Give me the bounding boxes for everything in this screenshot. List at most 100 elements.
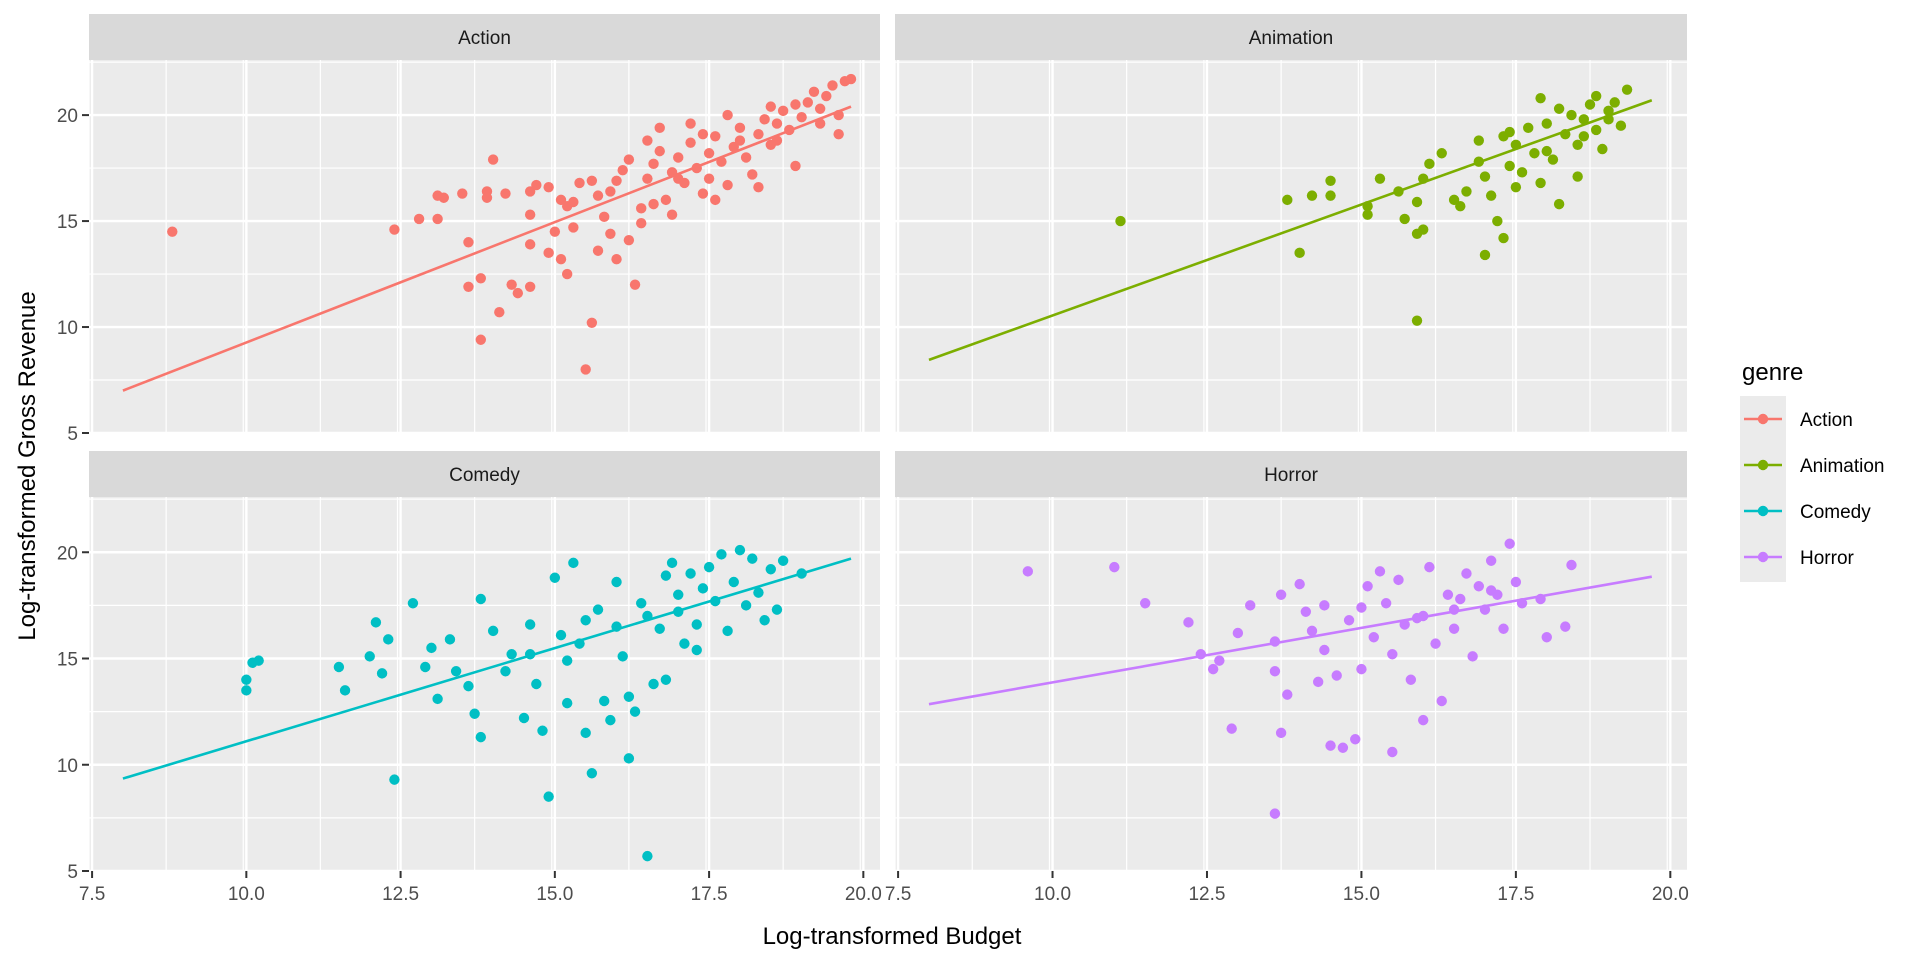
data-point [1553,103,1565,114]
data-point [407,598,419,609]
data-point [1374,566,1386,577]
data-point [1461,568,1472,579]
data-point [1325,190,1336,201]
data-point [524,619,536,630]
x-tick-label: 15.0 [1343,884,1380,905]
data-point [636,203,647,214]
facet-strip-label: Comedy [449,465,520,486]
data-point [1022,566,1034,577]
data-point [432,213,443,225]
data-point [1485,555,1497,566]
data-point [586,768,598,779]
data-point [1282,689,1293,700]
data-point [623,753,635,764]
data-point [666,209,678,220]
data-point [1306,625,1318,637]
data-point [389,224,400,235]
data-point [1269,666,1281,677]
legend-key-point [1757,551,1769,563]
data-point [716,549,727,560]
data-point [660,570,672,581]
data-point [1547,154,1559,165]
data-point [623,691,635,702]
legend-title: genre [1742,359,1803,386]
data-point [1504,538,1515,549]
data-point [241,685,252,696]
data-point [771,118,783,129]
data-point [598,211,610,223]
data-point [481,192,493,203]
x-tick-label: 17.5 [691,884,728,905]
data-point [740,152,752,163]
data-point [469,708,480,719]
data-point [740,600,752,611]
x-axis-title: Log-transformed Budget [763,923,1022,950]
x-tick-label: 15.0 [536,884,573,905]
data-point [660,674,672,685]
data-point [592,190,604,201]
data-point [623,234,635,246]
data-point [1368,632,1379,643]
data-point [1541,632,1552,643]
data-point [506,649,517,660]
data-point [1529,148,1540,159]
y-tick-label: 20 [57,543,78,564]
panel-background [895,497,1687,871]
data-point [1269,808,1281,819]
data-point [1603,105,1614,117]
data-point [568,557,579,569]
data-point [592,245,604,256]
data-point [642,135,653,146]
x-tick-label: 10.0 [1034,884,1071,905]
data-point [561,655,573,666]
data-point [648,198,659,210]
data-point [1275,727,1287,739]
data-point [241,674,252,685]
data-point [1374,173,1386,184]
data-point [598,695,610,707]
y-tick-label: 5 [67,424,78,445]
regression-line [928,575,1653,706]
data-point [845,73,857,85]
data-point [728,576,739,588]
data-point [605,228,616,239]
data-point [1115,215,1126,227]
x-tick-label: 7.5 [79,884,105,905]
data-point [710,194,721,206]
data-point [1319,600,1330,611]
data-point [1424,561,1435,573]
data-point [531,678,542,690]
data-point [457,188,468,199]
facet-strip-label: Horror [1264,465,1319,486]
data-point [685,568,696,579]
data-point [463,680,474,692]
y-tick-label: 10 [57,756,78,777]
data-point [1461,186,1472,197]
data-point [808,86,820,97]
data-point [1319,644,1330,656]
legend-item-horror: Horror [1744,548,1855,569]
data-point [432,693,443,705]
data-point [487,625,499,637]
data-point [420,661,431,673]
data-point [586,175,598,187]
legend-item-animation: Animation [1744,456,1885,477]
data-point [1560,621,1571,632]
data-point [543,247,554,259]
data-point [685,118,696,129]
data-point [580,615,591,626]
data-point [512,287,524,299]
data-point [611,576,622,588]
data-point [1479,171,1491,182]
data-point [1535,177,1546,189]
data-point [1498,623,1509,634]
data-point [666,557,678,569]
data-point [629,706,641,717]
data-point [500,188,511,199]
data-point [802,97,814,108]
facet-strip [895,451,1687,497]
data-point [555,254,567,265]
data-point [1473,581,1485,592]
y-axis-title: Log-transformed Gross Revenue [14,291,41,641]
data-point [1492,215,1503,227]
